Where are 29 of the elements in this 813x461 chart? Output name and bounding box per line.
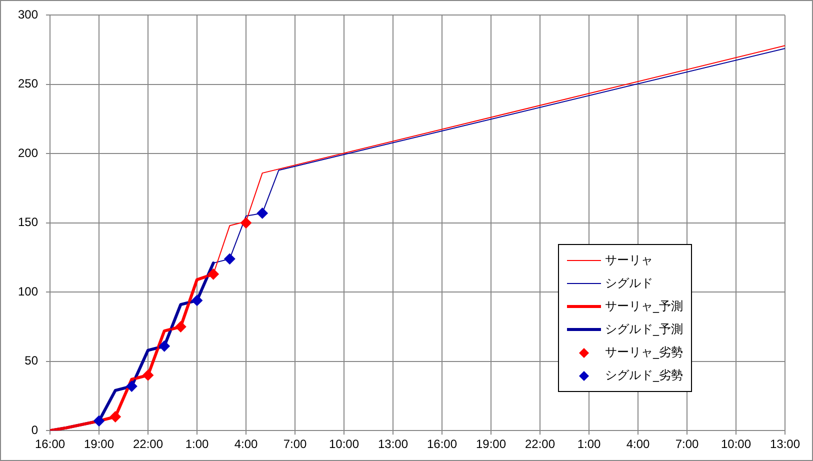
x-tick-label: 13:00: [378, 437, 408, 452]
x-tick-label: 19:00: [84, 437, 114, 452]
x-tick-label: 1:00: [185, 437, 210, 452]
y-tick-label: 300: [18, 8, 38, 22]
y-tick-label: 200: [18, 146, 38, 160]
x-tick-label: 22:00: [524, 437, 556, 452]
legend-label: サーリャ: [605, 252, 653, 269]
legend-label: シグルド_予測: [605, 321, 683, 338]
x-tick-label: 16:00: [426, 437, 458, 452]
legend-label: サーリャ_予測: [605, 298, 683, 315]
x-tick-label: 22:00: [133, 437, 164, 452]
y-tick-label: 0: [31, 422, 38, 437]
legend-label: シグルド: [605, 275, 653, 292]
legend-label: シグルド_劣勢: [605, 367, 683, 384]
x-tick-label: 19:00: [476, 437, 506, 452]
x-tick-label: 16:00: [35, 437, 66, 452]
y-tick-label: 250: [18, 76, 38, 91]
x-tick-label: 4:00: [626, 437, 650, 452]
y-tick-label: 50: [24, 354, 38, 368]
x-tick-label: 7:00: [675, 437, 700, 452]
x-tick-label: 10:00: [720, 437, 752, 452]
x-tick-label: 7:00: [283, 437, 308, 452]
x-tick-label: 4:00: [234, 437, 258, 452]
x-tick-label: 10:00: [328, 437, 360, 452]
y-tick-label: 100: [18, 284, 38, 298]
x-tick-label: 13:00: [770, 437, 800, 452]
y-tick-label: 150: [18, 215, 38, 230]
legend-label: サーリャ_劣勢: [605, 344, 683, 361]
x-tick-label: 1:00: [577, 437, 602, 452]
